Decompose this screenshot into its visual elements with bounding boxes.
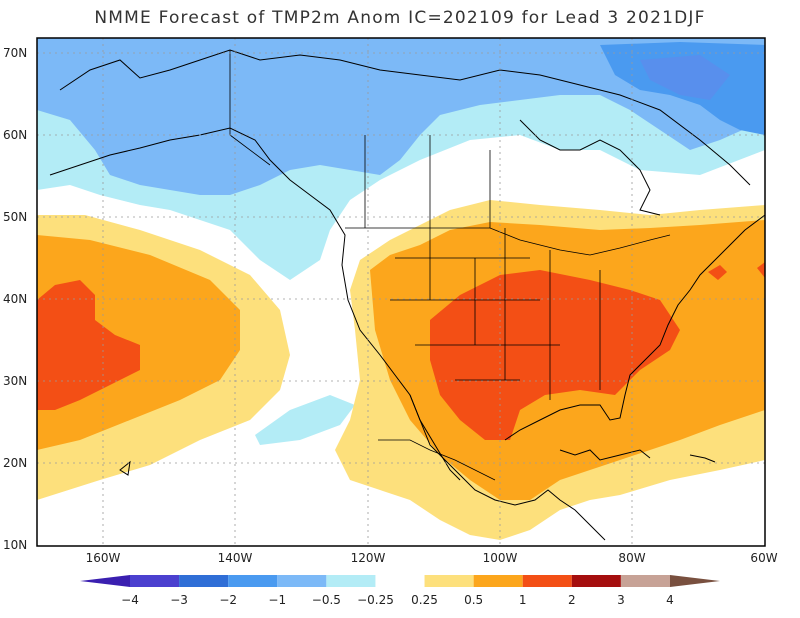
colorbar-segment [522,575,572,587]
colorbar-tick-label: 0.25 [411,593,438,607]
lat-label-20n: 20N [3,456,28,470]
colorbar-segment [179,575,229,587]
colorbar-arrow-low [80,575,130,587]
colorbar-tick-label: 2 [567,593,576,607]
colorbar-tick-label: 3 [617,593,625,607]
colorbar [80,575,720,587]
map-title: NMME Forecast of TMP2m Anom IC=202109 fo… [94,8,706,28]
lat-label-30n: 30N [3,374,28,388]
lat-label-10n: 10N [3,538,28,552]
colorbar-segment [228,575,278,587]
neg-weak-patch-pacific [255,395,355,445]
colorbar-segment [620,575,670,587]
lat-label-70n: 70N [3,46,28,60]
colorbar-segment [424,575,474,587]
colorbar-tick-label: −3 [170,593,188,607]
colorbar-segment [375,575,425,587]
colorbar-tick-label: −4 [121,593,139,607]
colorbar-tick-label: 1 [518,593,527,607]
neg-mod-region [37,38,765,195]
lon-label-80w: 80W [618,551,646,565]
pos-strong-region-pacific [37,280,140,410]
colorbar-segment [473,575,523,587]
colorbar-tick-label: 0.5 [464,593,484,607]
lon-label-140w: 140W [217,551,253,565]
gridlines [37,38,765,546]
pos-strong-patch-atlantic [708,265,727,280]
lat-label-50n: 50N [3,210,28,224]
colorbar-tick-label: −0.5 [311,593,341,607]
lon-label-120w: 120W [350,551,386,565]
colorbar-tick-label: −2 [219,593,238,607]
colorbar-tick-label: 4 [666,593,674,607]
lon-label-100w: 100W [482,551,518,565]
colorbar-segment [130,575,180,587]
lon-label-160w: 160W [85,551,121,565]
colorbar-segment [571,575,621,587]
coastlines [49,49,765,541]
colorbar-tick-label: −1 [268,593,287,607]
colorbar-tick-label: −0.25 [357,593,394,607]
colorbar-segment [326,575,376,587]
lat-label-60n: 60N [3,128,28,142]
lat-label-40n: 40N [3,292,28,306]
anomaly-fields [37,38,765,546]
pos-strong-patch-atlantic-2 [757,262,765,278]
colorbar-segment [277,575,327,587]
colorbar-arrow-high [670,575,720,587]
map-frame [36,37,766,547]
lon-label-60w: 60W [750,551,778,565]
pos-strong-region-east [430,270,680,440]
neg-strong-region-2 [640,55,730,100]
